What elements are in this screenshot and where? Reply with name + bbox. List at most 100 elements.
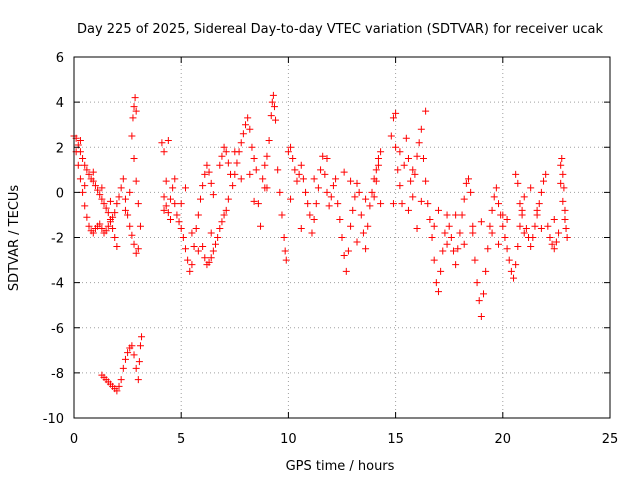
data-point bbox=[171, 175, 179, 183]
data-point bbox=[130, 103, 138, 111]
data-point bbox=[520, 193, 528, 201]
data-point bbox=[561, 206, 569, 214]
data-point bbox=[323, 188, 331, 196]
data-point bbox=[413, 224, 421, 232]
data-point bbox=[216, 161, 224, 169]
data-point bbox=[177, 200, 185, 208]
data-point bbox=[516, 200, 524, 208]
data-point bbox=[293, 177, 301, 185]
data-point bbox=[119, 175, 127, 183]
data-point bbox=[546, 234, 554, 241]
data-point bbox=[372, 177, 380, 185]
data-point bbox=[74, 161, 82, 169]
data-point bbox=[353, 179, 361, 187]
data-point bbox=[402, 134, 410, 142]
data-point bbox=[377, 148, 385, 156]
data-point bbox=[400, 161, 408, 169]
y-tick-label: -6 bbox=[51, 322, 64, 337]
data-point bbox=[562, 224, 570, 232]
data-point bbox=[321, 170, 329, 178]
data-point bbox=[196, 195, 204, 203]
data-point bbox=[340, 168, 348, 176]
data-point bbox=[199, 182, 207, 190]
data-point bbox=[434, 288, 442, 296]
data-point bbox=[201, 170, 209, 178]
y-axis-label: SDTVAR / TECUs bbox=[7, 185, 22, 292]
data-point bbox=[561, 215, 569, 223]
data-point bbox=[550, 245, 558, 253]
data-point bbox=[357, 211, 365, 219]
data-point bbox=[505, 256, 513, 264]
data-point bbox=[398, 200, 406, 208]
data-point bbox=[248, 143, 256, 151]
data-point bbox=[166, 195, 174, 203]
data-point bbox=[377, 200, 385, 208]
data-point bbox=[102, 204, 110, 212]
data-point bbox=[319, 152, 327, 160]
data-point bbox=[281, 247, 289, 255]
data-point bbox=[237, 175, 245, 183]
data-point bbox=[91, 182, 99, 190]
data-point bbox=[392, 143, 400, 151]
data-point bbox=[169, 184, 177, 192]
data-point bbox=[396, 148, 404, 156]
data-point bbox=[284, 148, 292, 156]
data-point bbox=[231, 148, 239, 156]
data-point bbox=[480, 290, 488, 298]
data-point bbox=[563, 234, 571, 241]
data-point bbox=[424, 200, 432, 208]
data-point bbox=[287, 195, 295, 203]
data-point bbox=[389, 114, 397, 122]
data-point bbox=[394, 166, 402, 174]
data-point bbox=[106, 197, 114, 205]
data-point bbox=[188, 261, 196, 269]
data-point bbox=[439, 247, 447, 255]
data-point bbox=[280, 234, 288, 241]
data-point bbox=[396, 182, 404, 190]
data-point bbox=[364, 222, 372, 230]
data-point bbox=[404, 206, 412, 214]
data-point bbox=[355, 188, 363, 196]
data-point bbox=[239, 130, 247, 138]
data-point bbox=[190, 243, 198, 251]
data-point bbox=[136, 342, 144, 350]
data-point bbox=[130, 155, 138, 163]
data-point bbox=[250, 197, 258, 205]
data-point bbox=[119, 364, 127, 372]
x-tick-label: 25 bbox=[602, 432, 619, 447]
data-point bbox=[297, 161, 305, 169]
data-point bbox=[111, 234, 119, 241]
data-point bbox=[164, 136, 172, 144]
data-point bbox=[488, 229, 496, 237]
data-point bbox=[181, 184, 189, 192]
data-point bbox=[83, 213, 91, 221]
y-tick-label: -4 bbox=[51, 277, 64, 292]
data-point bbox=[349, 206, 357, 214]
data-point bbox=[441, 229, 449, 237]
data-point bbox=[353, 238, 361, 246]
data-point bbox=[516, 222, 524, 230]
data-point bbox=[411, 170, 419, 178]
data-point bbox=[503, 245, 511, 253]
data-point bbox=[136, 222, 144, 230]
data-point bbox=[132, 107, 140, 115]
data-point bbox=[261, 161, 269, 169]
data-point bbox=[317, 166, 325, 174]
data-point bbox=[370, 193, 378, 201]
data-point bbox=[181, 245, 189, 253]
data-point bbox=[544, 222, 552, 230]
data-point bbox=[426, 215, 434, 223]
data-point bbox=[306, 211, 314, 219]
data-point bbox=[460, 195, 468, 203]
data-point bbox=[252, 166, 260, 174]
data-point bbox=[121, 355, 129, 363]
y-tick-label: -8 bbox=[51, 367, 64, 382]
data-point bbox=[484, 245, 492, 253]
data-point bbox=[362, 245, 370, 253]
data-point bbox=[220, 143, 228, 151]
data-point bbox=[456, 229, 464, 237]
data-point bbox=[162, 177, 170, 185]
data-point bbox=[109, 224, 117, 232]
data-point bbox=[460, 240, 468, 248]
